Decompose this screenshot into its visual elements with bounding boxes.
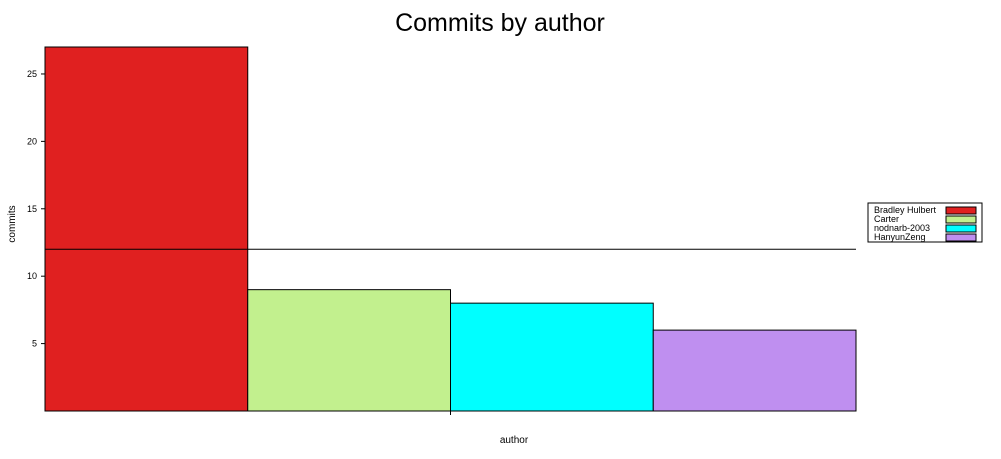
y-axis: 5 10 15 20 25 [27, 47, 46, 411]
plot-area [44, 46, 857, 412]
y-tick-label: 10 [27, 271, 37, 281]
legend-label: HanyunZeng [874, 232, 926, 242]
legend-label: nodnarb-2003 [874, 223, 930, 233]
bar-carter [247, 289, 451, 412]
legend-swatch [945, 233, 977, 242]
legend: Bradley HulbertCarternodnarb-2003HanyunZ… [867, 202, 983, 243]
y-tick-label: 25 [27, 69, 37, 79]
legend-swatch [945, 206, 977, 215]
bar-nodnarb-2003 [450, 302, 654, 412]
y-tick-label: 20 [27, 136, 37, 146]
y-tick-label: 15 [27, 204, 37, 214]
bar-bradley-hulbert [44, 46, 249, 412]
y-axis-label: commits [7, 205, 18, 242]
legend-swatch [945, 215, 977, 224]
y-tick-label: 5 [32, 339, 37, 349]
legend-swatch [945, 224, 977, 233]
x-axis-label: author [500, 435, 529, 446]
legend-label: Carter [874, 214, 899, 224]
chart-title: Commits by author [395, 9, 605, 37]
bar-hanyunzeng [652, 329, 857, 412]
legend-label: Bradley Hulbert [874, 205, 937, 215]
x-axis [45, 410, 856, 415]
